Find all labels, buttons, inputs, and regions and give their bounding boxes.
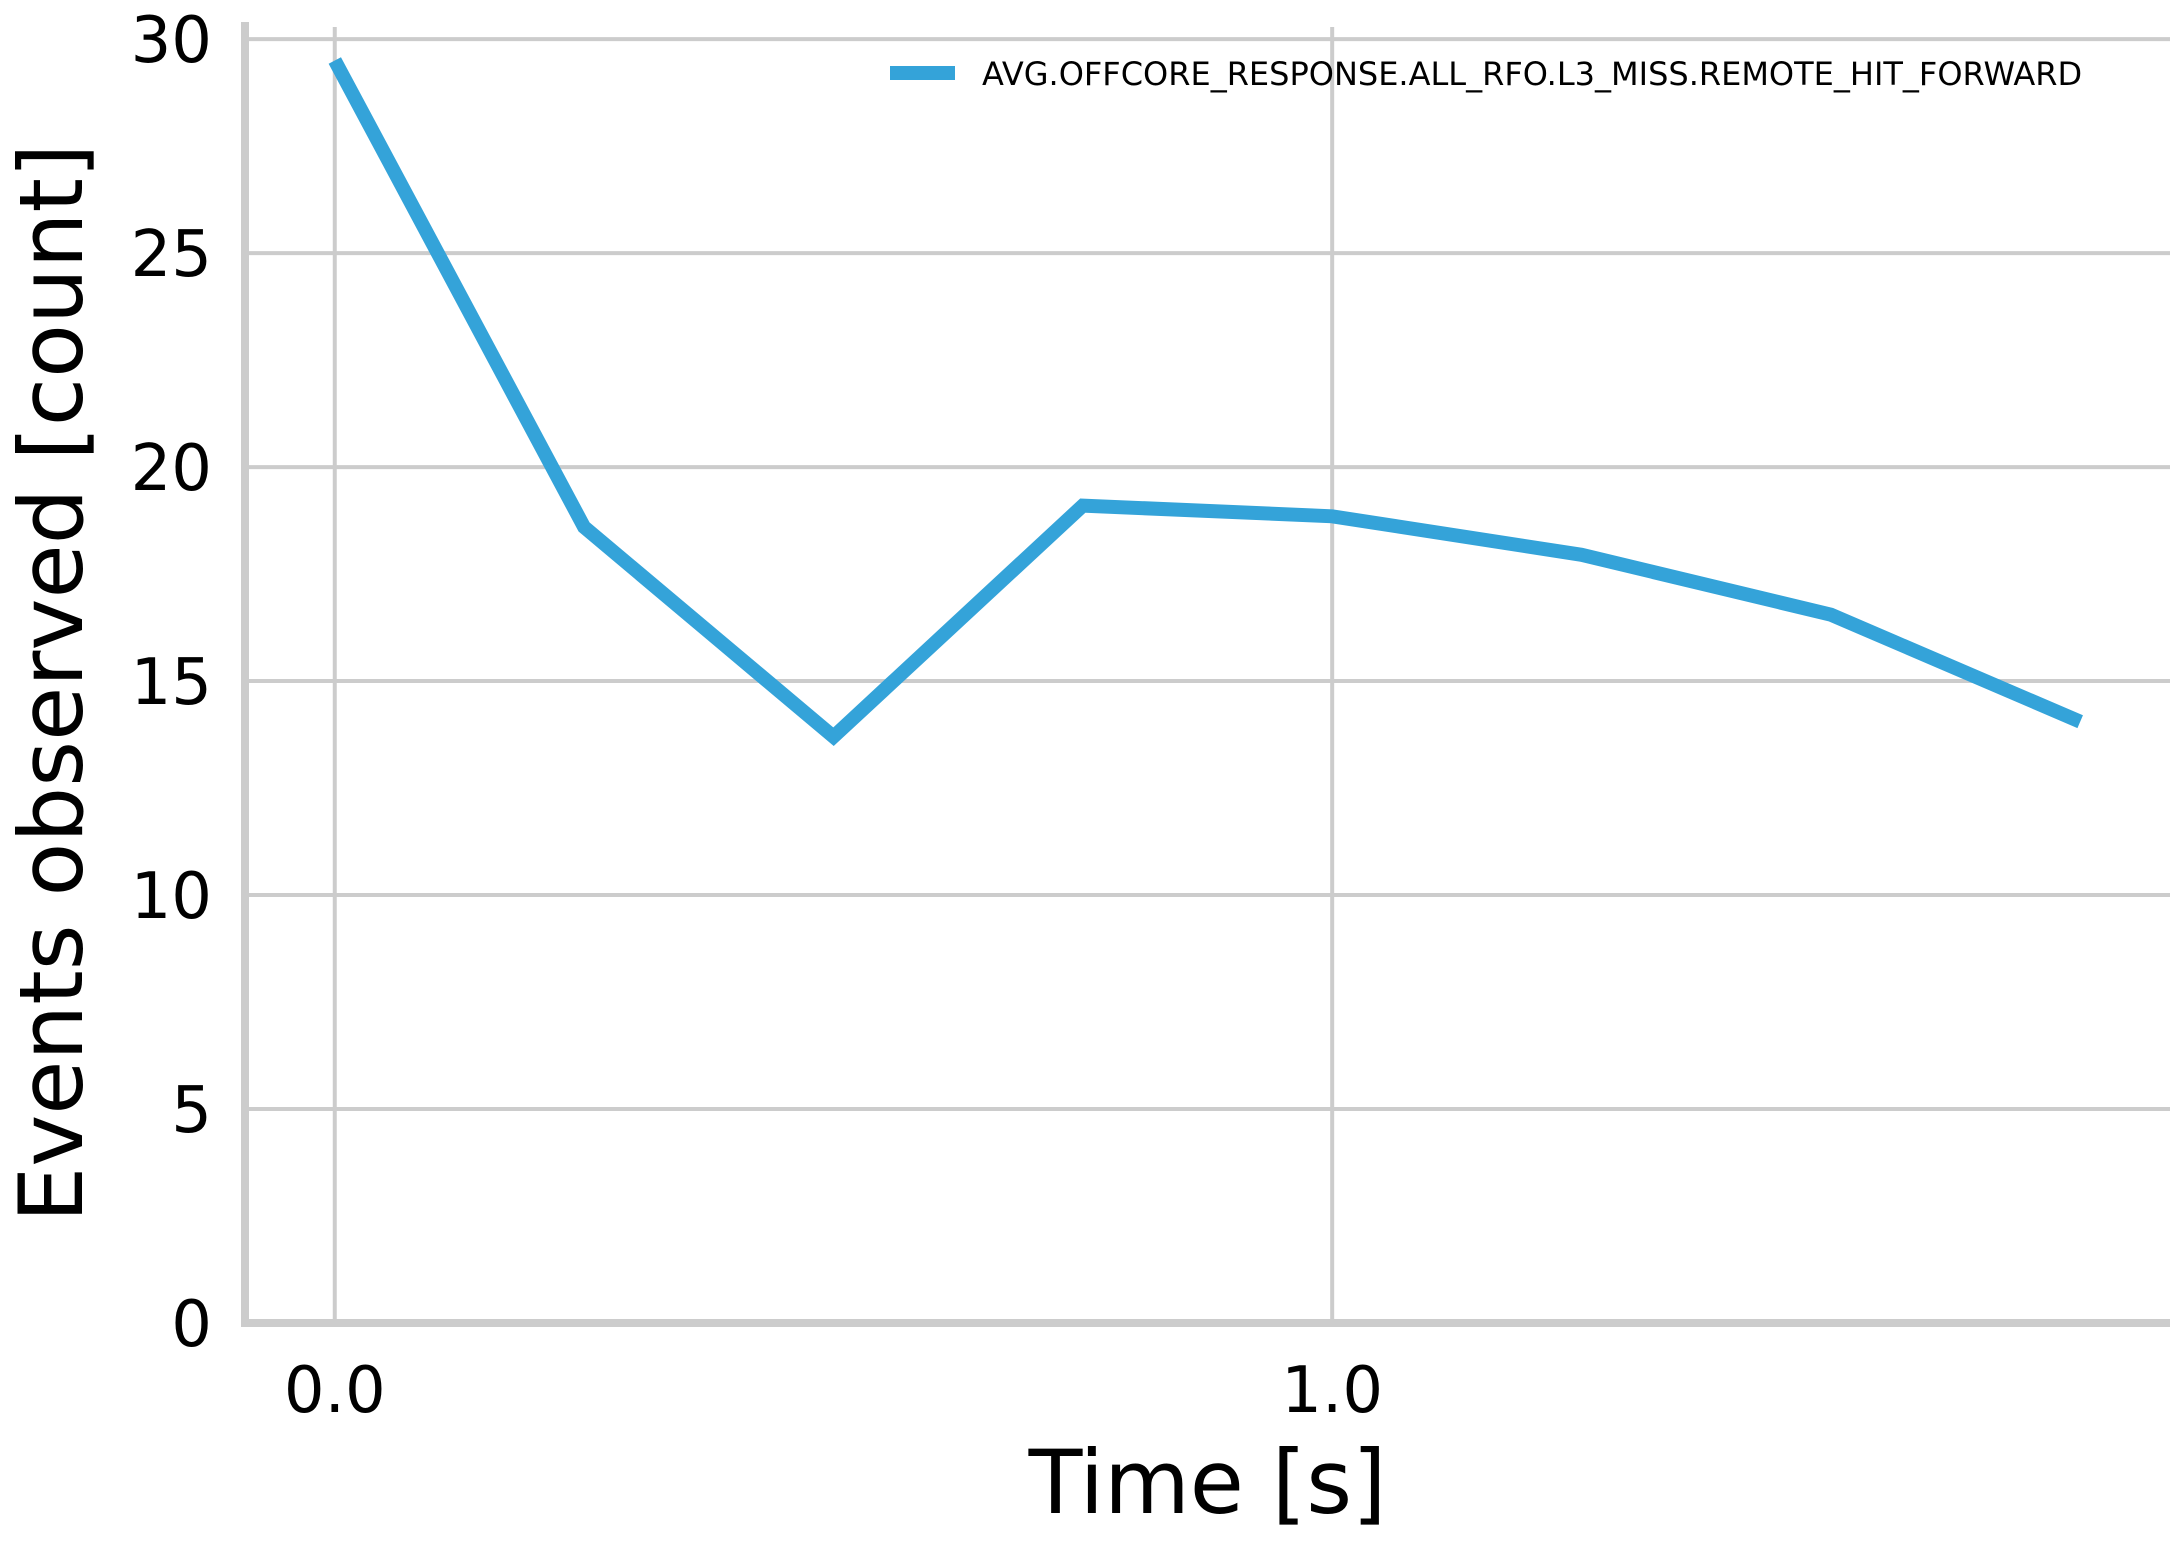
x-tick-labels: 0.0 1.0 [284,1354,1383,1428]
axes [241,22,2170,1327]
x-tick-label: 0.0 [284,1354,386,1428]
y-tick-labels: 0 5 10 15 20 25 30 [131,4,212,1362]
y-tick-label: 30 [131,4,212,78]
grid-lines [245,27,2170,1323]
x-tick-label: 1.0 [1281,1354,1383,1428]
series-line [328,57,2083,747]
legend: AVG.OFFCORE_RESPONSE.ALL_RFO.L3_MISS.REM… [890,55,2082,93]
x-axis-title: Time [s] [1028,1431,1387,1534]
y-tick-label: 15 [131,646,212,720]
y-axis-title: Events observed [count] [0,144,103,1223]
legend-label: AVG.OFFCORE_RESPONSE.ALL_RFO.L3_MISS.REM… [982,55,2082,93]
y-tick-label: 25 [131,218,212,292]
y-tick-label: 0 [171,1288,212,1362]
y-tick-label: 5 [171,1074,212,1148]
series-lines [328,57,2083,747]
y-tick-label: 10 [131,860,212,934]
y-tick-label: 20 [131,432,212,506]
